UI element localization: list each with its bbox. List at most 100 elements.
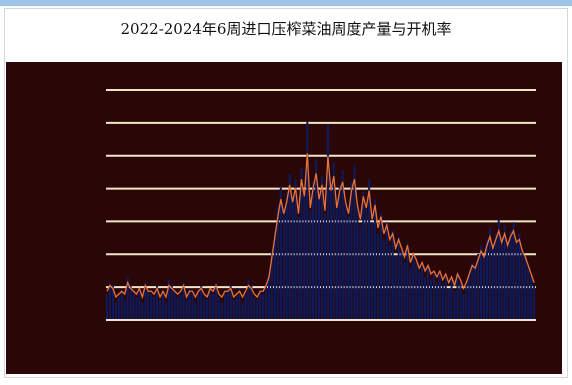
bar — [297, 216, 300, 320]
bar — [203, 297, 206, 320]
series-line — [106, 153, 535, 300]
bar — [306, 121, 309, 321]
bar — [350, 182, 353, 320]
bar — [135, 297, 138, 320]
bar — [450, 279, 453, 320]
bar — [259, 291, 262, 320]
bar — [356, 205, 359, 320]
bar — [397, 236, 400, 321]
bar — [232, 299, 235, 321]
bar — [418, 271, 421, 321]
bar — [394, 256, 397, 320]
bar — [188, 288, 191, 321]
bar — [191, 294, 194, 321]
bar — [368, 179, 371, 321]
bar — [267, 274, 271, 320]
bar — [341, 170, 344, 320]
bar — [253, 297, 256, 320]
bar — [335, 207, 338, 321]
bar — [421, 265, 424, 321]
top-accent-bar — [0, 0, 572, 6]
bar — [527, 265, 530, 321]
bar — [438, 271, 441, 321]
bar — [303, 190, 306, 321]
bar — [147, 291, 150, 320]
bar — [424, 276, 427, 321]
bar — [141, 302, 144, 320]
bar — [512, 222, 515, 320]
bar — [365, 207, 368, 321]
bar — [238, 288, 241, 321]
bar — [226, 291, 229, 320]
bar — [262, 294, 265, 321]
bar — [176, 297, 179, 320]
bar — [371, 222, 374, 320]
bar — [291, 199, 294, 320]
bar — [247, 279, 250, 320]
bar — [441, 285, 444, 320]
bar — [524, 256, 527, 320]
bar — [182, 282, 185, 321]
bar — [456, 274, 459, 320]
bar — [485, 239, 488, 320]
bar — [474, 268, 477, 320]
bar — [344, 202, 347, 321]
bar — [212, 294, 215, 321]
bar — [521, 248, 524, 321]
chart-title: 2022-2024年6周进口压榨菜油周度产量与开机率 — [120, 20, 452, 38]
bar — [374, 199, 377, 320]
bar — [465, 285, 468, 320]
bar — [273, 230, 276, 321]
bar — [491, 245, 494, 320]
bar — [338, 184, 341, 321]
bar — [477, 253, 480, 321]
bar — [114, 302, 117, 320]
bar — [144, 282, 147, 321]
bar — [167, 279, 170, 320]
bar — [194, 302, 197, 320]
bar — [362, 190, 365, 321]
bar — [497, 219, 500, 321]
bar — [359, 225, 362, 321]
bar — [321, 176, 324, 320]
bar — [453, 291, 456, 320]
bar — [488, 228, 491, 320]
bar — [435, 282, 438, 321]
bar — [506, 242, 509, 321]
bar — [468, 274, 471, 320]
bar — [111, 285, 114, 320]
bar — [444, 276, 447, 321]
bar — [332, 161, 335, 321]
bar — [415, 262, 418, 320]
bar — [235, 297, 238, 320]
bar — [179, 294, 182, 321]
bar — [471, 262, 474, 320]
bar — [285, 193, 288, 320]
bar — [209, 288, 212, 321]
bar — [480, 245, 483, 320]
bar — [353, 164, 356, 320]
bar — [533, 285, 536, 320]
bar — [250, 285, 253, 320]
bar — [379, 213, 382, 321]
bar — [220, 302, 223, 320]
bar — [276, 205, 279, 320]
bar — [294, 179, 297, 321]
bar — [459, 282, 462, 321]
bar — [323, 213, 327, 321]
bar — [385, 222, 388, 320]
bar — [494, 233, 497, 320]
bar — [309, 210, 312, 320]
bar — [447, 288, 450, 321]
chart-svg — [106, 89, 536, 321]
bar — [214, 282, 218, 321]
bar — [206, 299, 209, 321]
bar — [108, 282, 112, 321]
bar — [329, 187, 332, 320]
bar — [270, 251, 273, 320]
bar — [241, 302, 244, 320]
bar — [300, 167, 303, 321]
bar — [170, 285, 173, 320]
bar — [117, 297, 120, 320]
bar — [120, 291, 123, 320]
